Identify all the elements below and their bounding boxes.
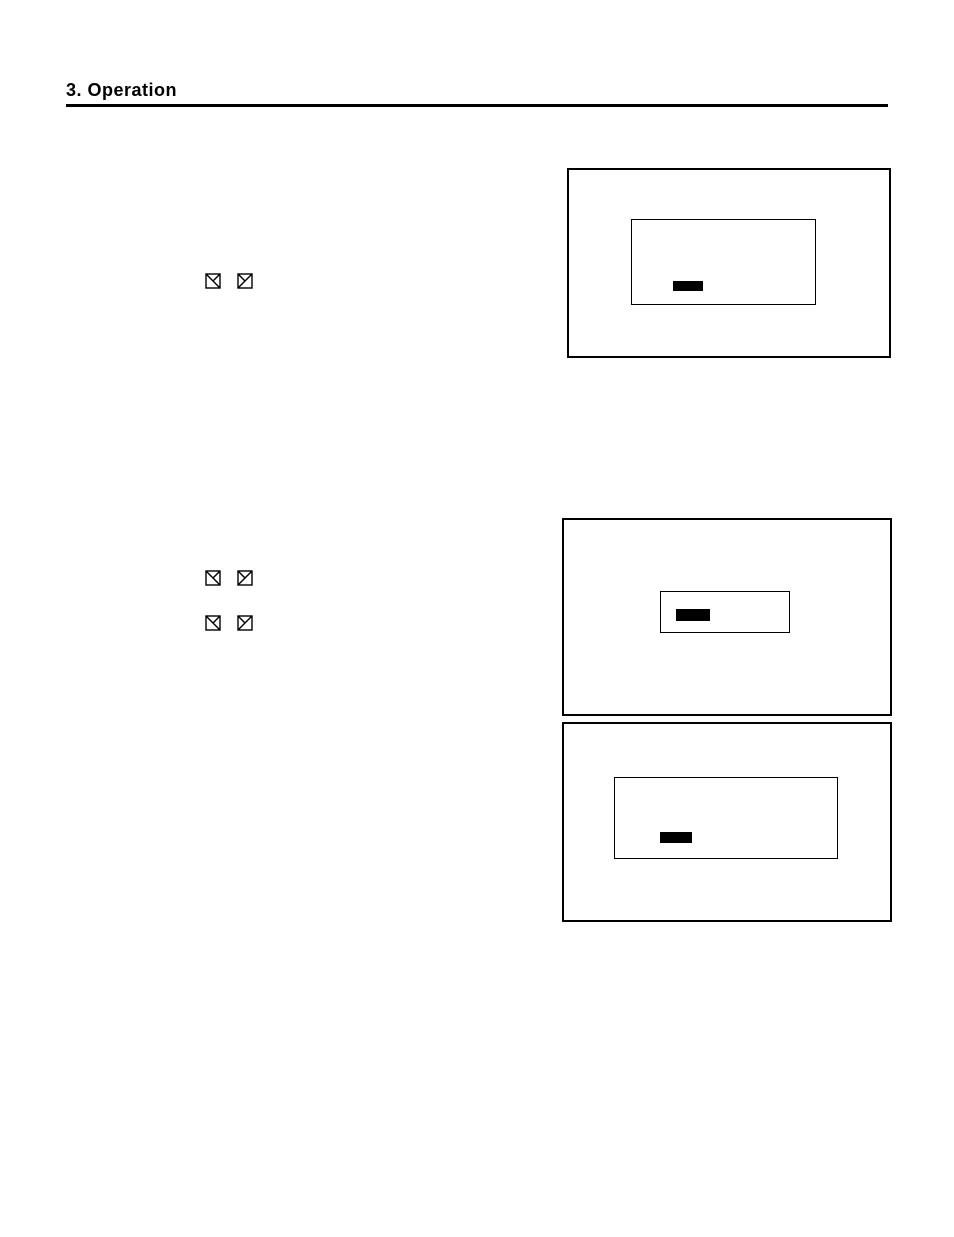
figure-2-chip <box>676 609 710 621</box>
figure-3-chip <box>660 832 692 843</box>
figure-1-inner <box>631 219 816 305</box>
left-arrow-icon <box>205 615 221 631</box>
right-arrow-icon <box>237 570 253 586</box>
left-arrow-icon <box>205 570 221 586</box>
section-header: 3. Operation <box>66 80 177 101</box>
right-arrow-icon <box>237 273 253 289</box>
right-arrow-icon <box>237 615 253 631</box>
left-arrow-icon <box>205 273 221 289</box>
header-rule <box>66 104 888 107</box>
figure-3-inner <box>614 777 838 859</box>
arrow-pair-2 <box>205 570 259 588</box>
arrow-pair-3 <box>205 615 259 633</box>
arrow-pair-1 <box>205 273 259 291</box>
page: 3. Operation <box>0 0 954 1237</box>
figure-1-chip <box>673 281 703 291</box>
